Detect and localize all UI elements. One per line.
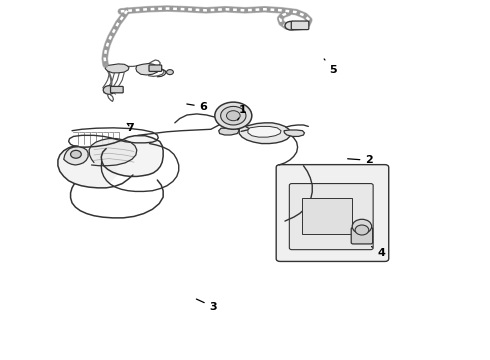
Circle shape	[71, 150, 81, 158]
Polygon shape	[89, 139, 137, 166]
Text: 3: 3	[196, 299, 217, 312]
Text: 2: 2	[347, 156, 373, 165]
FancyBboxPatch shape	[149, 65, 162, 71]
FancyBboxPatch shape	[111, 86, 123, 93]
Polygon shape	[219, 128, 239, 135]
Polygon shape	[284, 130, 304, 136]
Text: 7: 7	[126, 123, 134, 133]
Polygon shape	[58, 145, 118, 188]
Polygon shape	[87, 136, 162, 176]
Circle shape	[167, 69, 173, 75]
Text: 4: 4	[371, 247, 385, 258]
Text: 6: 6	[187, 102, 208, 112]
Circle shape	[285, 21, 296, 30]
FancyBboxPatch shape	[276, 165, 389, 261]
FancyBboxPatch shape	[351, 228, 373, 244]
Circle shape	[226, 111, 240, 121]
FancyBboxPatch shape	[301, 198, 352, 234]
Text: 5: 5	[324, 59, 337, 75]
Circle shape	[355, 225, 369, 235]
Polygon shape	[136, 64, 159, 75]
Text: 1: 1	[238, 105, 246, 120]
Polygon shape	[64, 147, 88, 165]
Circle shape	[103, 86, 115, 94]
Polygon shape	[239, 123, 291, 144]
FancyBboxPatch shape	[291, 21, 309, 30]
Circle shape	[215, 102, 252, 129]
Polygon shape	[248, 126, 281, 137]
FancyBboxPatch shape	[289, 184, 373, 249]
Polygon shape	[105, 64, 129, 73]
Circle shape	[220, 107, 246, 125]
Circle shape	[352, 219, 372, 234]
